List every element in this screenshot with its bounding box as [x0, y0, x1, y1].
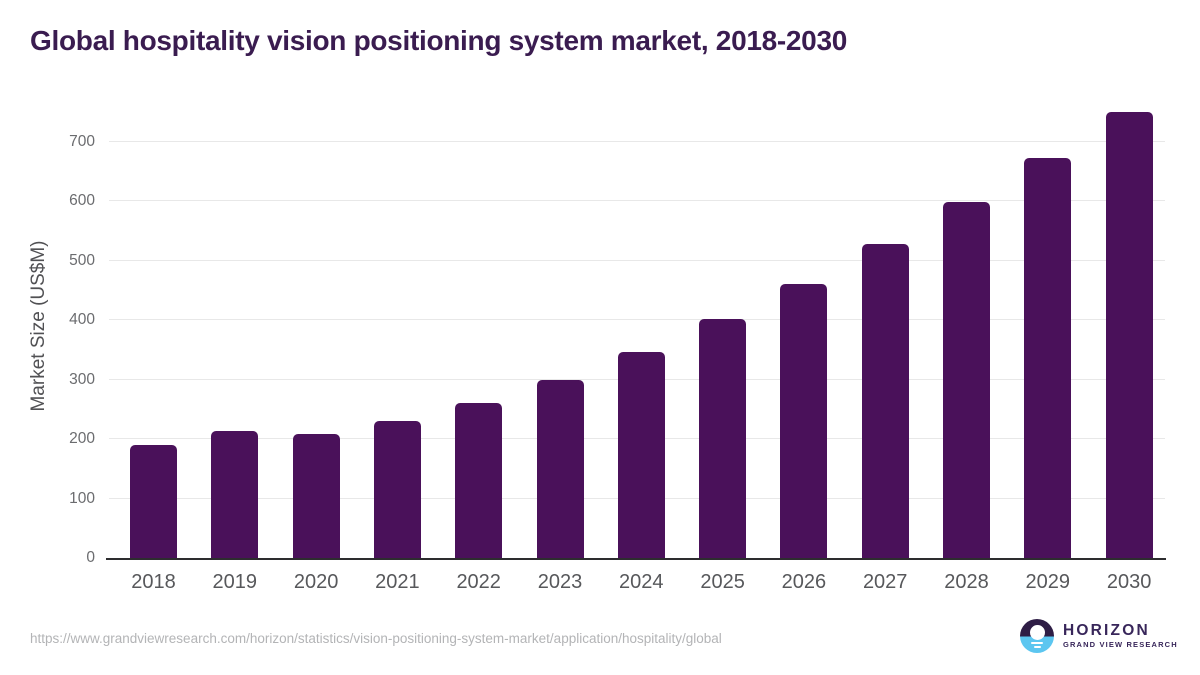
y-tick-label: 0: [86, 549, 95, 566]
plot-area: [106, 94, 1166, 560]
source-url: https://www.grandviewresearch.com/horizo…: [30, 631, 722, 646]
y-tick-label: 700: [69, 132, 95, 150]
y-tick-label: 300: [69, 370, 95, 388]
x-tick-label: 2029: [1025, 571, 1071, 593]
x-tick-label: 2028: [944, 571, 989, 593]
y-axis-ticks: 0 100 200 300 400 500 600 700: [0, 94, 95, 566]
y-tick-label: 200: [69, 430, 95, 448]
gridline: [109, 259, 1165, 261]
x-tick-label: 2027: [862, 571, 908, 593]
x-tick-label: 2025: [700, 571, 745, 593]
x-tick-label: 2024: [619, 571, 664, 593]
gridline: [109, 319, 1165, 321]
logo-text: HORIZON GRAND VIEW RESEARCH: [1063, 623, 1178, 649]
bar-2028: [943, 201, 990, 558]
sun-shape: [1029, 625, 1045, 640]
x-tick-label: 2026: [781, 571, 827, 593]
bar-2021: [373, 420, 421, 558]
x-tick-label: 2021: [375, 571, 420, 593]
y-tick-label: 500: [69, 251, 95, 269]
bar-2023: [536, 379, 584, 558]
x-axis-labels: 2018 2019 2020 2021 2022 2023 2024 2025 2026 2027…: [109, 569, 1165, 595]
x-tick-label: 2022: [456, 571, 501, 593]
y-tick-label: 100: [69, 489, 95, 507]
x-tick-label: 2018: [131, 571, 176, 593]
bar-2018: [130, 444, 177, 558]
horizon-logo: HORIZON GRAND VIEW RESEARCH: [1020, 619, 1178, 653]
gridline: [109, 200, 1165, 202]
logo-brand: HORIZON: [1063, 622, 1150, 639]
gridline: [109, 140, 1165, 142]
water-ripple-shape: [1033, 646, 1041, 648]
bar-2029: [1024, 157, 1072, 558]
bar-2027: [861, 243, 909, 558]
sun-over-horizon-icon: [1020, 619, 1054, 653]
bar-2019: [211, 431, 259, 558]
bar-2026: [780, 283, 828, 558]
water-ripple-shape: [1031, 642, 1043, 645]
chart-title: Global hospitality vision positioning sy…: [30, 25, 847, 56]
y-tick-label: 600: [69, 192, 95, 210]
x-tick-label: 2030: [1106, 571, 1152, 593]
logo-subtitle: GRAND VIEW RESEARCH: [1063, 640, 1178, 649]
x-tick-label: 2023: [537, 571, 583, 593]
bar-2024: [617, 352, 665, 558]
bar-2025: [699, 319, 747, 558]
x-tick-label: 2020: [293, 571, 339, 593]
bar-2020: [292, 433, 340, 558]
y-tick-label: 400: [69, 311, 95, 329]
bar-2022: [455, 402, 503, 558]
x-tick-label: 2019: [212, 571, 258, 593]
bar-2030: [1105, 112, 1153, 558]
